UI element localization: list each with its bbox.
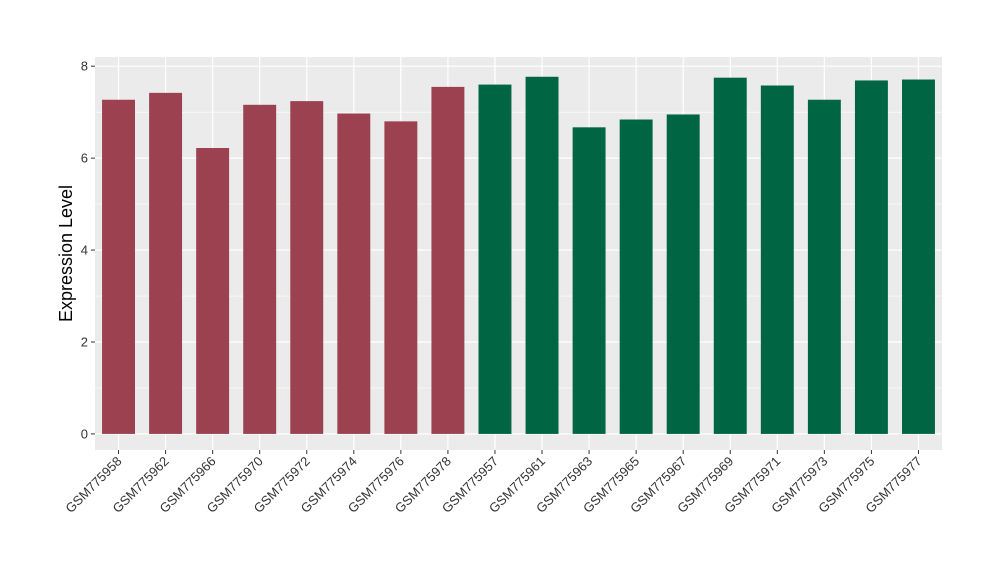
bar-GSM775975 bbox=[854, 80, 888, 434]
bar-GSM775962 bbox=[149, 92, 183, 434]
bar-GSM775978 bbox=[431, 86, 465, 434]
bar-GSM775965 bbox=[619, 119, 653, 434]
y-tick-label: 2 bbox=[81, 334, 88, 349]
bar-GSM775966 bbox=[196, 148, 230, 434]
y-tick-label: 4 bbox=[81, 243, 88, 258]
bar-GSM775970 bbox=[243, 104, 277, 434]
plot-panel bbox=[95, 57, 942, 450]
bar-GSM775973 bbox=[807, 99, 841, 434]
bar-GSM775969 bbox=[713, 77, 747, 434]
bar-GSM775977 bbox=[902, 79, 935, 434]
y-tick-label: 6 bbox=[81, 151, 88, 166]
x-axis: GSM775958GSM775962GSM775966GSM775970GSM7… bbox=[62, 450, 925, 516]
bar-GSM775961 bbox=[525, 76, 559, 434]
bar-GSM775971 bbox=[760, 85, 794, 434]
y-tick-label: 8 bbox=[81, 59, 88, 74]
bars bbox=[102, 76, 935, 434]
bar-GSM775958 bbox=[102, 99, 135, 434]
y-axis: 0 2 4 6 8 bbox=[81, 59, 95, 441]
y-tick-label: 0 bbox=[81, 426, 88, 441]
bar-GSM775963 bbox=[572, 127, 606, 434]
y-axis-title: Expression Level bbox=[56, 185, 76, 322]
bar-GSM775972 bbox=[290, 101, 324, 434]
bar-GSM775974 bbox=[337, 113, 371, 434]
bar-GSM775957 bbox=[478, 84, 512, 434]
bar-GSM775976 bbox=[384, 121, 418, 434]
bar-GSM775967 bbox=[666, 114, 700, 434]
